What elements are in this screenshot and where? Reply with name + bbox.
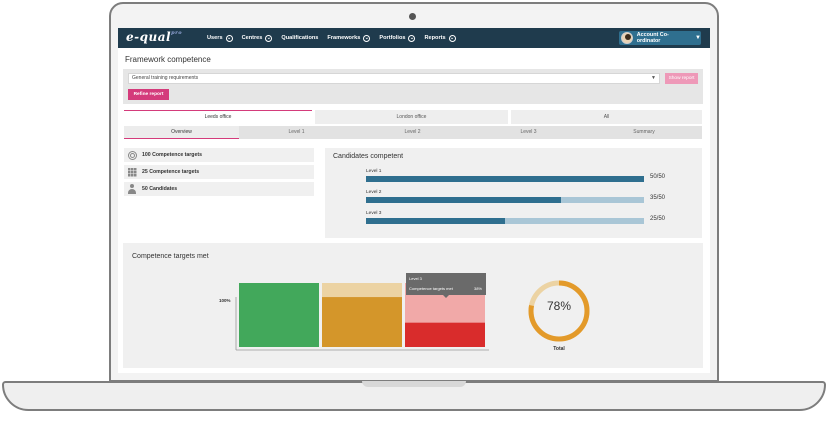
nav-label: Qualifications xyxy=(281,35,319,41)
tab-level-3[interactable]: Level 3 xyxy=(520,129,537,135)
top-navbar: e-qualpro Users ⌄ Centres ⌄ Qualifications… xyxy=(118,28,710,48)
tab-overview[interactable]: Overview xyxy=(124,126,239,139)
stat-competence-targets-grid: 25 Competence targets xyxy=(124,165,314,179)
page-title: Framework competence xyxy=(125,55,211,64)
panel-title: Competence targets met xyxy=(132,253,209,260)
tooltip-value: 38% xyxy=(473,286,482,291)
level-1-progress: Level 1 50/50 xyxy=(366,169,665,182)
tooltip-key: Competence targets met xyxy=(409,286,453,291)
panel-title: Candidates competent xyxy=(333,153,404,160)
logo-suffix: pro xyxy=(171,30,183,36)
nav-reports[interactable]: Reports ⌄ xyxy=(424,34,456,42)
tab-summary[interactable]: Summary xyxy=(633,129,655,135)
tab-leeds-office[interactable]: Leeds office xyxy=(124,110,312,124)
nav-label: Reports xyxy=(424,35,446,41)
stat-label: 100 Competence targets xyxy=(142,152,202,158)
bar-met-level-2[interactable] xyxy=(322,297,402,347)
progress-fill xyxy=(366,176,644,182)
screen: e-qualpro Users ⌄ Centres ⌄ Qualifications… xyxy=(118,28,710,373)
tab-all[interactable]: All xyxy=(511,110,702,124)
filter-panel: General training requirements ▼ Show rep… xyxy=(123,69,703,104)
target-icon xyxy=(127,150,137,160)
chevron-down-icon: ⌄ xyxy=(448,34,456,42)
chart-tooltip: Level 3 Competence targets met 38% xyxy=(406,273,486,298)
camera-dot xyxy=(409,13,416,20)
caret-down-icon: ▼ xyxy=(651,75,656,81)
nav-menu: Users ⌄ Centres ⌄ Qualifications Framework… xyxy=(207,28,465,48)
account-menu[interactable]: Account Co-ordinator ▼ xyxy=(619,31,701,45)
nav-label: Portfolios xyxy=(379,35,406,41)
refine-report-button[interactable]: Refine report xyxy=(128,89,169,100)
grid-icon xyxy=(127,167,137,177)
chevron-down-icon: ⌄ xyxy=(225,34,233,42)
level-value: 25/50 xyxy=(650,216,666,222)
nav-label: Centres xyxy=(241,35,263,41)
account-label: Account Co-ordinator xyxy=(636,32,669,44)
chevron-down-icon: ⌄ xyxy=(363,34,371,42)
level-label: Level 3 xyxy=(366,211,382,216)
nav-users[interactable]: Users ⌄ xyxy=(207,34,233,42)
level-2-progress: Level 2 35/50 xyxy=(366,190,665,203)
donut-value: 78% xyxy=(546,299,572,313)
level-value: 35/50 xyxy=(650,195,666,201)
nav-frameworks[interactable]: Frameworks ⌄ xyxy=(327,34,371,42)
office-tabs: Leeds office London office All xyxy=(124,110,702,124)
bar-met-level-1[interactable] xyxy=(239,283,319,347)
nav-label: Frameworks xyxy=(327,35,361,41)
select-value: General training requirements xyxy=(132,75,199,81)
donut-caption: Total xyxy=(553,346,565,352)
progress-fill xyxy=(366,197,561,203)
nav-label: Users xyxy=(207,35,223,41)
progress-fill xyxy=(366,218,505,224)
show-report-button[interactable]: Show report xyxy=(665,73,698,84)
person-icon xyxy=(127,184,137,194)
progress-track xyxy=(366,197,644,203)
tooltip-arrow xyxy=(443,295,449,298)
competence-targets-met-panel: Competence targets met 100% 78% Total Le… xyxy=(123,243,703,368)
progress-track xyxy=(366,218,644,224)
laptop-notch xyxy=(362,381,466,387)
avatar xyxy=(621,32,633,44)
level-value: 50/50 xyxy=(650,174,666,180)
logo-text: e-qual xyxy=(126,30,172,44)
level-3-progress: Level 3 25/50 xyxy=(366,211,665,224)
donut-arc xyxy=(528,280,590,342)
nav-centres[interactable]: Centres ⌄ xyxy=(241,34,273,42)
caret-down-icon: ▼ xyxy=(695,35,701,41)
stat-candidates: 50 Candidates xyxy=(124,182,314,196)
stat-label: 25 Competence targets xyxy=(142,169,200,175)
bar-met-level-3[interactable] xyxy=(405,322,485,347)
framework-select[interactable]: General training requirements ▼ xyxy=(128,73,660,84)
stat-label: 50 Candidates xyxy=(142,186,178,192)
progress-track xyxy=(366,176,644,182)
candidates-competent-panel: Candidates competent Level 1 50/50 Level… xyxy=(325,148,702,238)
tab-level-1[interactable]: Level 1 xyxy=(288,129,305,135)
chevron-down-icon: ⌄ xyxy=(408,34,416,42)
chevron-down-icon: ⌄ xyxy=(265,34,273,42)
y-tick-label: 100% xyxy=(219,298,231,303)
nav-qualifications[interactable]: Qualifications xyxy=(281,35,318,41)
level-label: Level 2 xyxy=(366,190,382,195)
logo[interactable]: e-qualpro xyxy=(126,30,182,44)
tooltip-title: Level 3 xyxy=(409,276,422,281)
tab-london-office[interactable]: London office xyxy=(315,110,508,124)
stat-competence-targets: 100 Competence targets xyxy=(124,148,314,162)
nav-portfolios[interactable]: Portfolios ⌄ xyxy=(379,34,416,42)
competence-chart xyxy=(235,280,590,351)
tab-level-2[interactable]: Level 2 xyxy=(404,129,421,135)
level-label: Level 1 xyxy=(366,169,382,174)
level-tabs: Overview Level 1 Level 2 Level 3 Summary xyxy=(124,126,702,139)
